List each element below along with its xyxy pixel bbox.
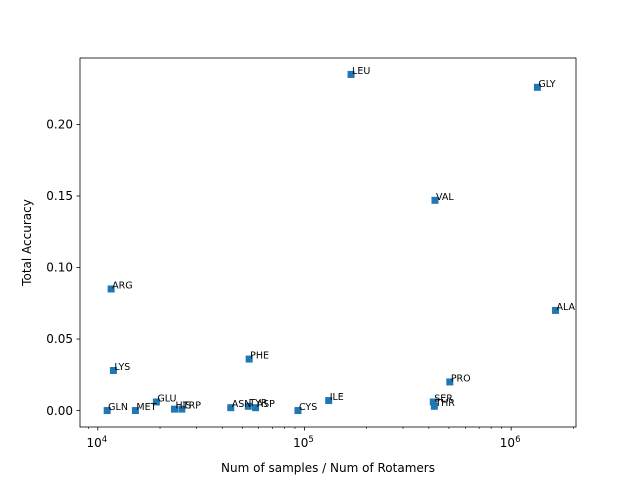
- x-tick-label-exponent: 5: [308, 435, 313, 445]
- x-tick-label-base: 10: [86, 436, 101, 450]
- point-label-thr: THR: [434, 398, 455, 409]
- data-point-tyr: [244, 402, 252, 410]
- data-point-met: [131, 407, 139, 415]
- point-label-phe: PHE: [250, 351, 269, 362]
- point-label-gln: GLN: [108, 402, 128, 413]
- data-point-asp: [252, 404, 260, 412]
- x-tick-label-base: 10: [293, 436, 308, 450]
- data-point-lys: [109, 367, 117, 375]
- point-label-trp: TRP: [182, 401, 201, 412]
- x-tick-label: 105: [293, 435, 314, 450]
- x-tick-label: 106: [500, 435, 521, 450]
- point-label-met: MET: [136, 402, 156, 413]
- data-point-leu: [347, 70, 355, 78]
- y-tick-label: 0.00: [46, 404, 73, 418]
- data-point-trp: [178, 405, 186, 413]
- point-label-val: VAL: [436, 192, 454, 203]
- y-axis-ticks: 0.00 0.05 0.10 0.15 0.20: [46, 118, 80, 418]
- point-label-tyr: TYR: [248, 398, 268, 409]
- y-tick-label: 0.15: [46, 189, 73, 203]
- x-tick-label-exponent: 6: [515, 435, 520, 445]
- data-point-pro: [446, 378, 454, 386]
- x-tick-label-base: 10: [500, 436, 515, 450]
- data-point-his: [170, 405, 178, 413]
- point-label-lys: LYS: [114, 362, 130, 373]
- data-point-gly: [533, 83, 541, 91]
- point-label-asp: ASP: [257, 399, 276, 410]
- data-point-val: [431, 196, 439, 204]
- data-point-phe: [245, 355, 253, 363]
- plot-frame: [79, 57, 577, 428]
- y-tick-label: 0.05: [46, 332, 73, 346]
- point-label-arg: ARG: [112, 280, 132, 291]
- point-label-gly: GLY: [538, 79, 555, 90]
- data-point-ser: [429, 398, 437, 406]
- y-tick-label: 0.10: [46, 261, 73, 275]
- y-tick-label: 0.20: [46, 118, 73, 132]
- x-tick-label-exponent: 4: [102, 435, 107, 445]
- point-label-ser: SER: [434, 393, 453, 404]
- point-label-ala: ALA: [557, 302, 576, 313]
- x-tick-label: 104: [86, 435, 107, 450]
- point-label-pro: PRO: [451, 373, 471, 384]
- x-axis-ticks: 104 105 106: [86, 427, 574, 450]
- data-point-thr: [430, 402, 438, 410]
- data-point-cys: [294, 407, 302, 415]
- x-axis-label: Num of samples / Num of Rotamers: [221, 461, 435, 475]
- data-point-ala: [552, 306, 560, 314]
- data-point-glu: [152, 398, 160, 406]
- data-point-asn: [227, 404, 235, 412]
- point-label-his: HIS: [175, 401, 191, 412]
- data-point-ile: [325, 397, 333, 405]
- point-label-ile: ILE: [330, 392, 344, 403]
- data-point-arg: [107, 285, 115, 293]
- point-label-asn: ASN: [232, 399, 252, 410]
- point-label-glu: GLU: [157, 393, 176, 404]
- data-point-gln: [103, 407, 111, 415]
- y-axis-label: Total Accuracy: [20, 199, 34, 287]
- point-label-leu: LEU: [352, 66, 370, 77]
- point-label-cys: CYS: [299, 402, 317, 413]
- points-layer: [103, 70, 560, 415]
